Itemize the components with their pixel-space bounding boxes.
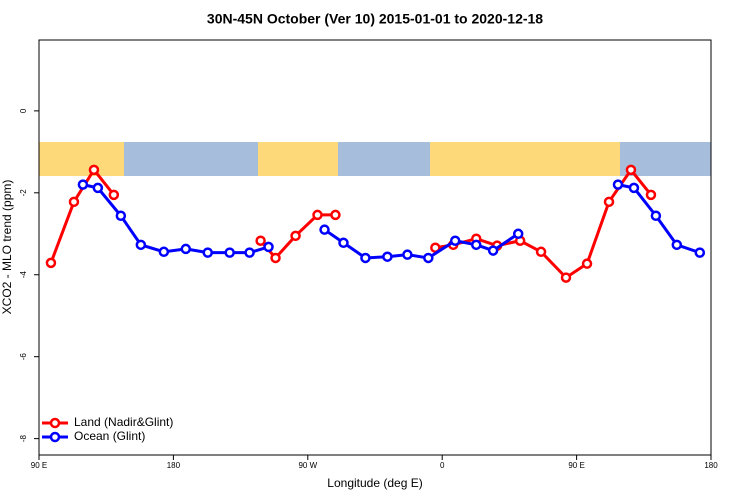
data-point <box>382 251 393 262</box>
data-point <box>180 243 192 255</box>
data-point <box>92 182 104 194</box>
data-point <box>694 247 706 258</box>
data-point <box>612 179 624 190</box>
data-point <box>628 182 640 194</box>
data-point <box>270 252 281 264</box>
data-point <box>402 249 413 260</box>
x-axis-label: Longitude (deg E) <box>327 476 422 490</box>
data-point <box>202 247 213 258</box>
data-point <box>581 258 593 269</box>
legend-label: Land (Nadir&Glint) <box>74 415 173 429</box>
y-tick-label: 0 <box>19 108 28 113</box>
data-point <box>290 230 301 242</box>
data-point <box>263 241 274 253</box>
data-point <box>423 252 434 264</box>
data-point <box>224 247 235 258</box>
x-tick-label: 90 W <box>298 461 317 470</box>
data-point <box>77 179 89 190</box>
data-point <box>338 237 349 249</box>
data-point <box>135 239 147 251</box>
data-point <box>255 235 266 246</box>
x-tick-label: 90 E <box>31 461 47 470</box>
y-tick-label: -4 <box>19 271 28 279</box>
data-point <box>487 245 499 256</box>
data-point <box>45 257 57 269</box>
x-tick-label: 0 <box>440 461 445 470</box>
data-point <box>650 210 662 222</box>
data-point <box>560 272 572 283</box>
data-point <box>68 196 80 208</box>
legend-marker <box>49 417 61 429</box>
data-point <box>360 252 371 264</box>
land-shape <box>430 142 525 176</box>
series <box>77 179 706 264</box>
data-point <box>603 196 615 208</box>
land-shape <box>258 142 338 176</box>
y-axis-label: XCO2 - MLO trend (ppm) <box>0 180 14 315</box>
data-point <box>158 246 170 258</box>
data-point <box>449 235 461 246</box>
chart-title: 30N-45N October (Ver 10) 2015-01-01 to 2… <box>207 11 543 27</box>
y-tick-label: -2 <box>19 189 28 197</box>
x-tick-label: 180 <box>167 461 181 470</box>
legend-marker <box>49 431 61 443</box>
land-shape <box>39 142 124 176</box>
data-point <box>645 189 657 201</box>
data-point <box>115 210 127 222</box>
data-point <box>108 189 120 201</box>
data-point <box>312 209 323 221</box>
plot-frame <box>38 39 712 456</box>
data-point <box>512 228 524 240</box>
legend-label: Ocean (Glint) <box>74 429 145 443</box>
y-tick-label: -6 <box>19 353 28 361</box>
data-point <box>244 247 255 258</box>
data-point <box>671 239 683 251</box>
data-point <box>330 209 341 221</box>
data-point <box>88 164 100 176</box>
map-band <box>39 142 711 176</box>
x-tick-label: 180 <box>704 461 718 470</box>
x-tick-label: 90 E <box>568 461 584 470</box>
land-shape <box>525 142 620 176</box>
data-point <box>319 224 330 235</box>
y-tick-label: -8 <box>19 435 28 443</box>
data-point <box>625 164 637 176</box>
data-point <box>535 246 547 258</box>
data-point <box>470 239 482 251</box>
